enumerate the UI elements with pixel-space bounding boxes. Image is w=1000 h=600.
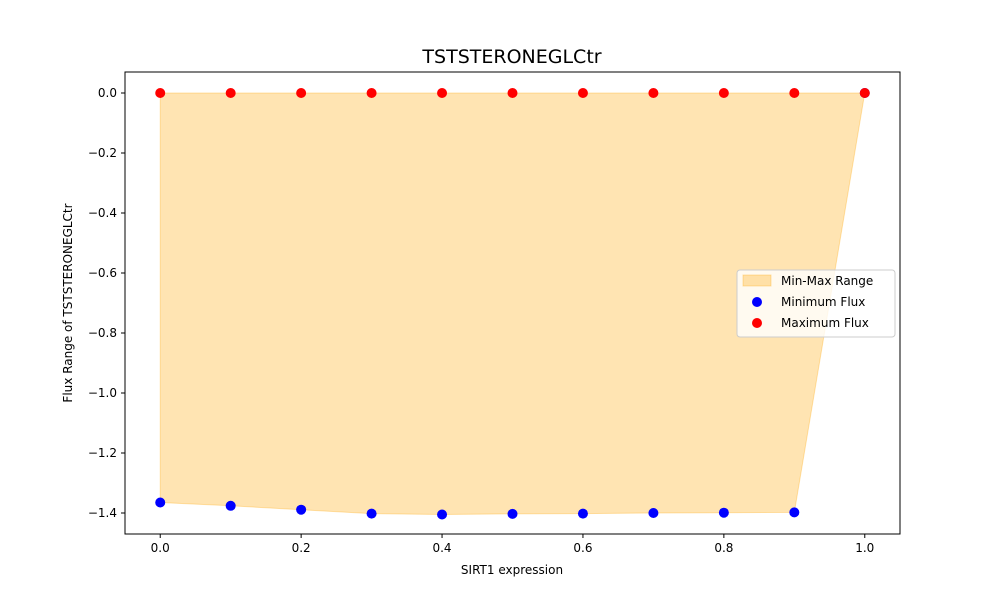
legend-swatch-maximum-flux	[752, 318, 762, 328]
maximum-flux-point	[507, 88, 518, 98]
y-tick-label: −0.2	[88, 146, 117, 160]
maximum-flux-point	[225, 88, 236, 98]
minimum-flux-point	[577, 508, 588, 519]
maximum-flux-point	[789, 88, 800, 98]
maximum-flux-point	[155, 88, 166, 98]
x-tick-label: 0.4	[432, 541, 451, 555]
chart-title: TSTSTERONEGLCtr	[421, 46, 601, 68]
y-tick-label: −0.6	[88, 266, 117, 280]
x-tick-label: 0.2	[292, 541, 311, 555]
minimum-flux-point	[366, 508, 377, 519]
maximum-flux-point	[648, 88, 659, 98]
legend-label-maximum-flux: Maximum Flux	[781, 316, 869, 330]
y-tick-label: 0.0	[98, 86, 117, 100]
y-tick-label: −1.0	[88, 386, 117, 400]
minimum-flux-point	[718, 507, 729, 518]
minimum-flux-point	[789, 507, 800, 518]
legend-label-minimum-flux: Minimum Flux	[781, 295, 865, 309]
legend-label-min-max-range: Min-Max Range	[781, 274, 873, 288]
x-tick-label: 0.6	[573, 541, 592, 555]
x-tick-label: 0.0	[151, 541, 170, 555]
x-axis-ticks: 0.0 0.2 0.4 0.6 0.8 1.0	[151, 534, 874, 555]
minimum-flux-point	[648, 508, 659, 518]
minimum-flux-point	[437, 509, 448, 520]
y-tick-label: −1.4	[88, 506, 117, 520]
maximum-flux-point	[718, 88, 729, 98]
y-tick-label: −1.2	[88, 446, 117, 460]
legend: Min-Max Range Minimum Flux Maximum Flux	[736, 269, 896, 338]
minimum-flux-point	[296, 504, 307, 515]
legend-box	[736, 269, 896, 338]
maximum-flux-point	[859, 88, 870, 98]
x-tick-label: 0.8	[714, 541, 733, 555]
y-axis-label: Flux Range of TSTSTERONEGLCtr	[61, 203, 75, 402]
minimum-flux-point	[155, 497, 166, 508]
maximum-flux-points	[155, 88, 870, 98]
maximum-flux-point	[577, 88, 588, 98]
y-tick-label: −0.4	[88, 206, 117, 220]
y-tick-label: −0.8	[88, 326, 117, 340]
maximum-flux-point	[437, 88, 448, 98]
legend-swatch-min-max-range	[742, 274, 772, 287]
y-axis-ticks: 0.0 −0.2 −0.4 −0.6 −0.8 −1.0 −1.2 −1.4	[88, 86, 125, 520]
minimum-flux-point	[507, 508, 518, 519]
axes-frame	[124, 71, 901, 535]
minimum-flux-point	[225, 500, 236, 511]
x-tick-label: 1.0	[855, 541, 874, 555]
maximum-flux-point	[366, 88, 377, 98]
minimum-flux-points	[155, 88, 870, 520]
x-axis-label: SIRT1 expression	[461, 563, 563, 577]
legend-swatch-minimum-flux	[752, 297, 762, 307]
maximum-flux-point	[296, 88, 307, 98]
